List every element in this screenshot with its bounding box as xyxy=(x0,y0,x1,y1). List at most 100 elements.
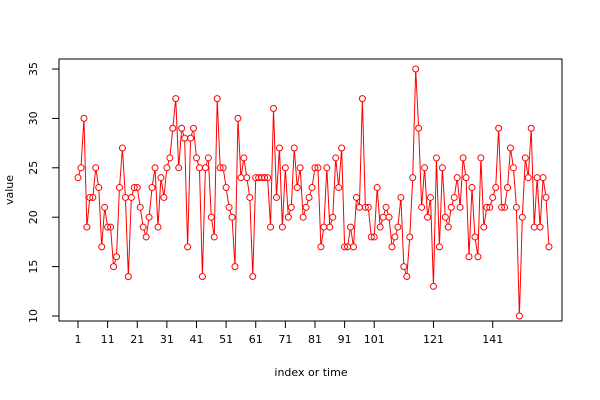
data-point xyxy=(471,233,479,241)
data-point xyxy=(483,203,491,211)
y-axis: 10 15 20 25 30 35 xyxy=(27,62,60,323)
data-point xyxy=(492,184,500,192)
data-point xyxy=(296,164,304,172)
data-point xyxy=(515,312,523,320)
data-point xyxy=(231,263,239,271)
data-point xyxy=(118,144,126,152)
data-point xyxy=(83,223,91,231)
data-point xyxy=(195,164,203,172)
data-point xyxy=(264,174,272,182)
x-tick-label: 31 xyxy=(160,333,174,346)
data-point xyxy=(157,174,165,182)
data-point xyxy=(415,124,423,132)
y-tick-label: 30 xyxy=(27,111,40,125)
data-point xyxy=(370,233,378,241)
data-point xyxy=(290,144,298,152)
data-point xyxy=(175,164,183,172)
data-point xyxy=(293,184,301,192)
data-point xyxy=(400,263,408,271)
data-point xyxy=(524,174,532,182)
data-point xyxy=(222,184,230,192)
data-point xyxy=(204,154,212,162)
data-point xyxy=(391,233,399,241)
data-point xyxy=(527,124,535,132)
data-point xyxy=(459,154,467,162)
y-axis-title: value xyxy=(3,175,16,205)
data-point xyxy=(228,213,236,221)
x-tick-label: 21 xyxy=(130,333,144,346)
data-point xyxy=(352,193,360,201)
data-point xyxy=(438,164,446,172)
data-point xyxy=(329,213,337,221)
data-point xyxy=(237,174,245,182)
data-point xyxy=(376,223,384,231)
data-point xyxy=(181,134,189,142)
data-point xyxy=(101,203,109,211)
data-point xyxy=(127,193,135,201)
data-point xyxy=(145,213,153,221)
data-point xyxy=(465,253,473,261)
data-point xyxy=(267,223,275,231)
data-point xyxy=(539,174,547,182)
data-point xyxy=(388,243,396,251)
data-point xyxy=(542,193,550,201)
data-point xyxy=(474,253,482,261)
data-point xyxy=(347,223,355,231)
data-point xyxy=(349,243,357,251)
x-tick-label: 121 xyxy=(423,333,444,346)
data-point xyxy=(409,174,417,182)
data-point xyxy=(178,124,186,132)
y-tick-label: 35 xyxy=(27,62,40,76)
data-point xyxy=(92,164,100,172)
data-point xyxy=(77,164,85,172)
data-point xyxy=(246,193,254,201)
data-point xyxy=(382,203,390,211)
data-point xyxy=(518,213,526,221)
data-point xyxy=(332,154,340,162)
data-point xyxy=(240,154,248,162)
x-tick-label: 41 xyxy=(189,333,203,346)
data-point xyxy=(379,213,387,221)
data-point xyxy=(358,95,366,103)
data-point xyxy=(501,203,509,211)
data-point xyxy=(187,134,195,142)
data-point xyxy=(361,203,369,211)
data-point xyxy=(151,164,159,172)
data-point xyxy=(219,164,227,172)
data-point xyxy=(166,154,174,162)
data-point xyxy=(148,184,156,192)
data-point xyxy=(110,263,118,271)
data-point xyxy=(533,174,541,182)
data-point xyxy=(432,154,440,162)
x-tick-label: 101 xyxy=(364,333,385,346)
data-point xyxy=(364,203,372,211)
data-point xyxy=(338,144,346,152)
data-point xyxy=(154,223,162,231)
data-point xyxy=(113,253,121,261)
data-point xyxy=(136,203,144,211)
data-point xyxy=(130,184,138,192)
data-point xyxy=(275,144,283,152)
data-point xyxy=(504,184,512,192)
data-point xyxy=(184,243,192,251)
data-point xyxy=(536,223,544,231)
data-point xyxy=(355,203,363,211)
data-point xyxy=(450,193,458,201)
data-point xyxy=(367,233,375,241)
data-point xyxy=(201,164,209,172)
data-point xyxy=(453,174,461,182)
data-point xyxy=(198,272,206,280)
data-point xyxy=(163,164,171,172)
data-point xyxy=(477,154,485,162)
data-point xyxy=(394,223,402,231)
data-point xyxy=(89,193,97,201)
data-point xyxy=(335,184,343,192)
data-point xyxy=(287,203,295,211)
data-point xyxy=(545,243,553,251)
data-point xyxy=(373,184,381,192)
series-line xyxy=(78,71,550,314)
data-point xyxy=(107,223,115,231)
data-point xyxy=(192,154,200,162)
data-point xyxy=(225,203,233,211)
data-point xyxy=(243,174,251,182)
